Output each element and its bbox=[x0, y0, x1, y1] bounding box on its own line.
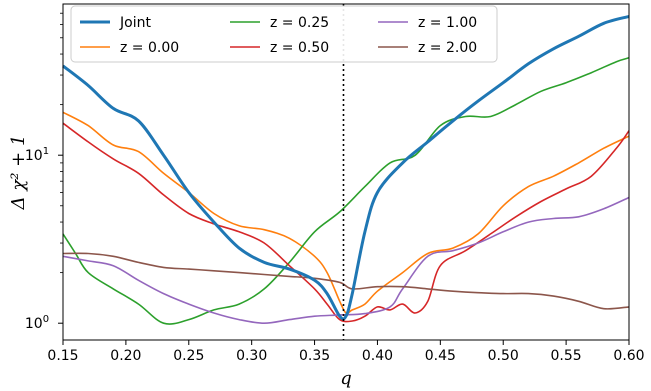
series-layer bbox=[62, 14, 630, 325]
series-line-4 bbox=[62, 196, 630, 324]
y-axis-label: Δ χ² + 1 bbox=[8, 135, 29, 211]
legend-label: z = 0.50 bbox=[270, 40, 329, 56]
legend-box bbox=[70, 5, 498, 63]
legend: Joint z = 0.00 z = 0.25 z = 0.50 z = 1.00 z =… bbox=[70, 5, 498, 63]
legend-label: z = 0.00 bbox=[120, 40, 179, 56]
x-tick-label: 0.35 bbox=[299, 348, 330, 364]
series-line-0 bbox=[62, 14, 630, 321]
legend-label: z = 0.25 bbox=[270, 15, 329, 31]
legend-label: z = 2.00 bbox=[418, 40, 477, 56]
x-tick-label: 0.20 bbox=[110, 348, 141, 364]
x-axis-label: q bbox=[340, 368, 352, 389]
series-line-5 bbox=[62, 252, 630, 310]
plot-frame bbox=[62, 3, 630, 341]
x-tick-label: 0.25 bbox=[173, 348, 204, 364]
x-tick-label: 0.40 bbox=[362, 348, 393, 364]
series-line-2 bbox=[62, 57, 630, 325]
legend-label: Joint bbox=[119, 15, 151, 31]
x-tick-label: 0.55 bbox=[551, 348, 582, 364]
series-line-3 bbox=[62, 122, 630, 323]
x-tick-label: 0.30 bbox=[236, 348, 267, 364]
ticks-layer: 0.15 0.20 0.25 0.30 0.35 0.40 0.45 0.50 0.55 0.60… bbox=[25, 12, 645, 364]
x-tick-label: 0.45 bbox=[425, 348, 456, 364]
legend-label: z = 1.00 bbox=[418, 15, 477, 31]
x-tick-label: 0.60 bbox=[613, 348, 644, 364]
x-tick-label: 0.50 bbox=[488, 348, 519, 364]
x-tick-label: 0.15 bbox=[47, 348, 78, 364]
